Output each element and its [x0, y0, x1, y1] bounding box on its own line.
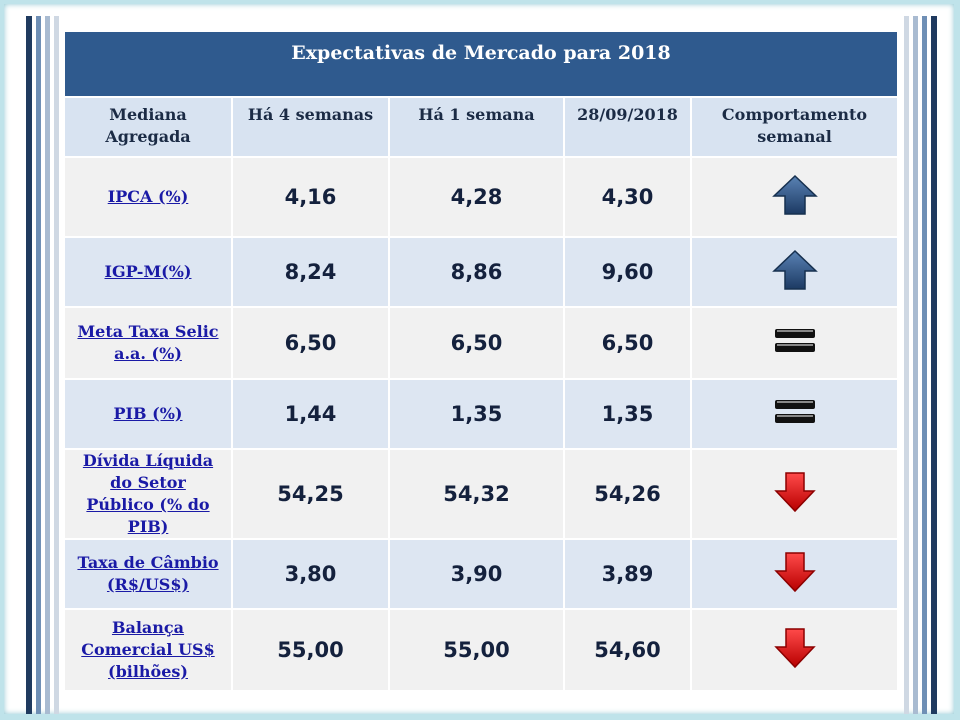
market-expectations-table-container: Expectativas de Mercado para 2018 Median…	[63, 30, 899, 692]
down-arrow-icon	[773, 627, 816, 669]
left-stripe-light	[45, 16, 50, 714]
value-1-week: 3,90	[388, 538, 565, 610]
indicator-link[interactable]: PIB (%)	[63, 378, 233, 450]
down-arrow-icon	[773, 551, 816, 593]
value-4-weeks: 8,24	[231, 236, 390, 308]
header-date: 28/09/2018	[563, 96, 692, 158]
value-current: 3,89	[563, 538, 692, 610]
table-row: PIB (%) 1,44 1,35 1,35	[63, 378, 899, 450]
value-current: 6,50	[563, 306, 692, 380]
value-4-weeks: 55,00	[231, 608, 390, 692]
table-row: Meta Taxa Selic a.a. (%) 6,50 6,50 6,50	[63, 306, 899, 380]
value-1-week: 55,00	[388, 608, 565, 692]
value-4-weeks: 4,16	[231, 156, 390, 238]
indicator-link[interactable]: Dívida Líquida do Setor Público (% do PI…	[63, 448, 233, 540]
right-stripe-pale	[904, 16, 909, 714]
indicator-link[interactable]: Balança Comercial US$ (bilhões)	[63, 608, 233, 692]
value-4-weeks: 1,44	[231, 378, 390, 450]
trend-cell	[690, 378, 899, 450]
left-stripe-pale	[54, 16, 59, 714]
table-row: Taxa de Câmbio (R$/US$) 3,80 3,90 3,89	[63, 538, 899, 610]
table-row: Dívida Líquida do Setor Público (% do PI…	[63, 448, 899, 540]
equal-icon	[773, 398, 817, 426]
header-comportamento: Comportamento semanal	[690, 96, 899, 158]
table-row: Balança Comercial US$ (bilhões) 55,00 55,0…	[63, 608, 899, 692]
value-1-week: 4,28	[388, 156, 565, 238]
right-stripe-mid	[922, 16, 927, 714]
trend-cell	[690, 306, 899, 380]
value-4-weeks: 54,25	[231, 448, 390, 540]
value-4-weeks: 3,80	[231, 538, 390, 610]
value-current: 4,30	[563, 156, 692, 238]
left-stripe-dark	[26, 16, 32, 714]
up-arrow-icon	[771, 174, 818, 216]
trend-cell	[690, 448, 899, 540]
trend-cell	[690, 538, 899, 610]
value-1-week: 1,35	[388, 378, 565, 450]
table-row: IPCA (%) 4,16 4,28 4,30	[63, 156, 899, 238]
indicator-link[interactable]: IPCA (%)	[63, 156, 233, 238]
up-arrow-icon	[771, 249, 818, 291]
table-row: IGP-M(%) 8,24 8,86 9,60	[63, 236, 899, 308]
equal-icon	[773, 327, 817, 355]
indicator-link[interactable]: Meta Taxa Selic a.a. (%)	[63, 306, 233, 380]
market-expectations-table: Expectativas de Mercado para 2018 Median…	[63, 30, 899, 692]
value-1-week: 6,50	[388, 306, 565, 380]
right-stripe-light	[913, 16, 918, 714]
header-mediana: Mediana Agregada	[63, 96, 233, 158]
trend-cell	[690, 236, 899, 308]
value-4-weeks: 6,50	[231, 306, 390, 380]
value-1-week: 54,32	[388, 448, 565, 540]
right-stripe-dark	[931, 16, 937, 714]
value-current: 54,26	[563, 448, 692, 540]
left-stripe-mid	[36, 16, 41, 714]
trend-cell	[690, 608, 899, 692]
header-1-semana: Há 1 semana	[388, 96, 565, 158]
value-current: 1,35	[563, 378, 692, 450]
header-4-semanas: Há 4 semanas	[231, 96, 390, 158]
trend-cell	[690, 156, 899, 238]
table-title: Expectativas de Mercado para 2018	[63, 30, 899, 98]
value-current: 9,60	[563, 236, 692, 308]
value-current: 54,60	[563, 608, 692, 692]
value-1-week: 8,86	[388, 236, 565, 308]
indicator-link[interactable]: IGP-M(%)	[63, 236, 233, 308]
down-arrow-icon	[773, 471, 816, 513]
indicator-link[interactable]: Taxa de Câmbio (R$/US$)	[63, 538, 233, 610]
